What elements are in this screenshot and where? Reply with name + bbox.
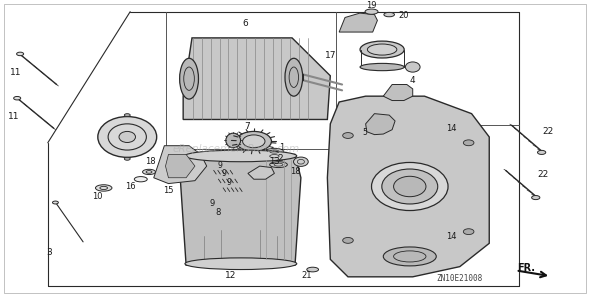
Polygon shape (154, 146, 206, 183)
Ellipse shape (179, 58, 198, 99)
Text: eReplacementParts.com: eReplacementParts.com (173, 144, 300, 154)
Text: 6: 6 (242, 19, 248, 28)
Ellipse shape (368, 44, 397, 55)
Ellipse shape (135, 177, 148, 182)
Ellipse shape (265, 148, 284, 155)
Ellipse shape (405, 62, 420, 72)
Text: 2: 2 (277, 154, 283, 163)
Text: 10: 10 (93, 192, 103, 201)
Ellipse shape (185, 150, 297, 162)
Ellipse shape (360, 63, 404, 71)
Ellipse shape (14, 96, 21, 100)
Text: 9: 9 (217, 161, 222, 170)
Text: 7: 7 (244, 122, 250, 131)
Ellipse shape (236, 132, 271, 151)
Text: 19: 19 (366, 1, 377, 10)
Text: 22: 22 (537, 170, 549, 179)
Ellipse shape (537, 150, 546, 155)
Text: 14: 14 (445, 232, 456, 240)
Text: 9: 9 (227, 178, 231, 187)
Polygon shape (339, 13, 378, 32)
Ellipse shape (53, 201, 58, 204)
Ellipse shape (382, 169, 438, 204)
Polygon shape (384, 84, 413, 101)
Ellipse shape (532, 196, 540, 200)
Ellipse shape (372, 163, 448, 211)
Polygon shape (366, 114, 395, 135)
Text: 20: 20 (399, 11, 409, 20)
Text: 22: 22 (542, 127, 554, 136)
Ellipse shape (463, 229, 474, 235)
Ellipse shape (17, 52, 24, 56)
Ellipse shape (384, 247, 436, 266)
Ellipse shape (285, 58, 303, 96)
Text: 9: 9 (210, 199, 215, 209)
Text: 14: 14 (445, 124, 456, 133)
Polygon shape (166, 155, 195, 178)
Ellipse shape (343, 132, 353, 138)
Text: 11: 11 (9, 68, 21, 77)
Text: ZN10E21008: ZN10E21008 (437, 274, 483, 283)
Ellipse shape (265, 153, 284, 159)
Text: FR.: FR. (517, 263, 535, 273)
Text: 9: 9 (222, 169, 227, 178)
Ellipse shape (119, 132, 136, 142)
Text: 18: 18 (146, 157, 156, 166)
Ellipse shape (98, 117, 157, 157)
Ellipse shape (294, 157, 308, 166)
Text: 5: 5 (362, 128, 367, 137)
Ellipse shape (360, 41, 404, 58)
Ellipse shape (270, 162, 287, 168)
Ellipse shape (242, 135, 265, 148)
Text: 18: 18 (290, 168, 300, 176)
Ellipse shape (124, 114, 130, 117)
Text: 8: 8 (216, 208, 221, 217)
Text: 1: 1 (279, 143, 284, 152)
Text: 11: 11 (8, 112, 19, 121)
Polygon shape (183, 38, 330, 119)
Text: 17: 17 (324, 51, 336, 60)
Text: 3: 3 (46, 248, 52, 257)
Text: 13: 13 (269, 157, 280, 166)
Text: 15: 15 (163, 186, 173, 195)
Ellipse shape (365, 9, 378, 14)
Ellipse shape (226, 133, 241, 148)
Polygon shape (248, 166, 274, 179)
Ellipse shape (343, 237, 353, 243)
Ellipse shape (394, 176, 426, 197)
Ellipse shape (96, 185, 112, 191)
Ellipse shape (124, 157, 130, 160)
Text: 4: 4 (410, 76, 415, 85)
Text: 16: 16 (125, 182, 136, 191)
Ellipse shape (143, 169, 156, 175)
Ellipse shape (463, 140, 474, 146)
Ellipse shape (384, 12, 395, 17)
Polygon shape (180, 155, 301, 265)
Ellipse shape (185, 258, 297, 270)
Text: 12: 12 (225, 271, 236, 280)
Ellipse shape (307, 267, 319, 272)
Text: 21: 21 (301, 271, 312, 281)
Polygon shape (327, 96, 489, 277)
